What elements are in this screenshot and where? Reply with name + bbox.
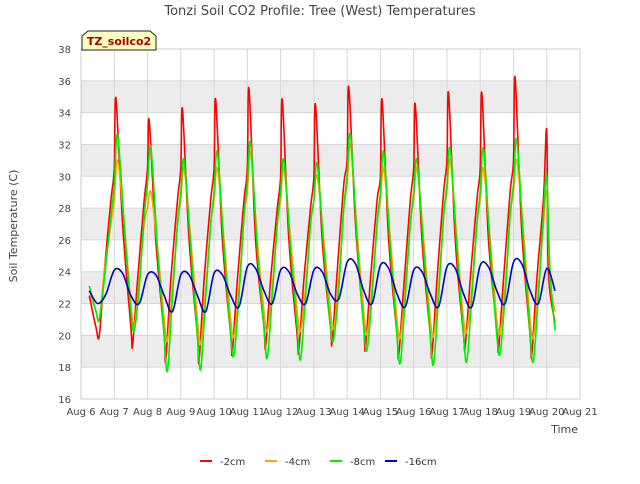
y-tick-label: 16 [58,395,71,406]
x-tick-label: Aug 20 [529,407,564,418]
plot-frame [80,48,581,400]
y-tick-label: 30 [58,172,71,183]
x-tick-label: Aug 16 [396,407,431,418]
y-tick-label: 24 [58,268,71,279]
x-tick-label: Aug 21 [562,407,597,418]
x-tick-label: Aug 17 [429,407,464,418]
background-band [81,208,580,240]
x-tick-label: Aug 8 [133,407,162,418]
legend: -2cm -4cm -8cm -16cm [200,457,437,468]
site-badge-box [81,30,157,51]
site-badge: TZ_soilco2 [81,30,157,51]
x-tick-label: Aug 12 [263,407,298,418]
x-tick-label: Aug 13 [296,407,331,418]
series-line-16cm [88,257,556,313]
legend-label: -4cm [285,457,310,468]
y-tick-label: 38 [58,45,71,56]
legend-label: -16cm [405,457,437,468]
y-tick-label: 34 [58,109,71,120]
y-tick-label: 32 [58,140,71,151]
series-line-8cm [88,132,556,373]
legend-label: -8cm [350,457,375,468]
axes: 16 18 20 22 24 26 28 30 32 34 36 38 Aug 6 Aug 7 Aug 8 A… [58,45,597,418]
x-tick-label: Aug 11 [230,407,265,418]
background-band [81,271,580,304]
x-axis-label: Time [550,423,578,436]
background-bands [81,80,580,368]
y-tick-label: 22 [58,300,71,311]
x-tick-label: Aug 6 [66,407,95,418]
background-band [81,144,580,177]
x-tick-label: Aug 14 [329,407,364,418]
x-tick-label: Aug 10 [196,407,231,418]
y-tick-label: 26 [58,236,71,247]
x-tick-label: Aug 9 [166,407,195,418]
x-tick-label: Aug 7 [100,407,129,418]
legend-label: -2cm [220,457,245,468]
background-band [81,335,580,368]
y-tick-label: 20 [58,331,71,342]
chart-title: Tonzi Soil CO2 Profile: Tree (West) Temp… [163,4,476,19]
series-lines [88,75,556,373]
x-tick-label: Aug 19 [496,407,531,418]
y-tick-label: 18 [58,363,71,374]
y-axis-label: Soil Temperature (C) [7,170,20,283]
site-badge-label: TZ_soilco2 [87,35,151,48]
y-tick-label: 36 [58,77,71,88]
x-tick-label: Aug 15 [363,407,398,418]
x-tick-label: Aug 18 [462,407,497,418]
y-tick-label: 28 [58,204,71,215]
background-band [81,80,580,113]
